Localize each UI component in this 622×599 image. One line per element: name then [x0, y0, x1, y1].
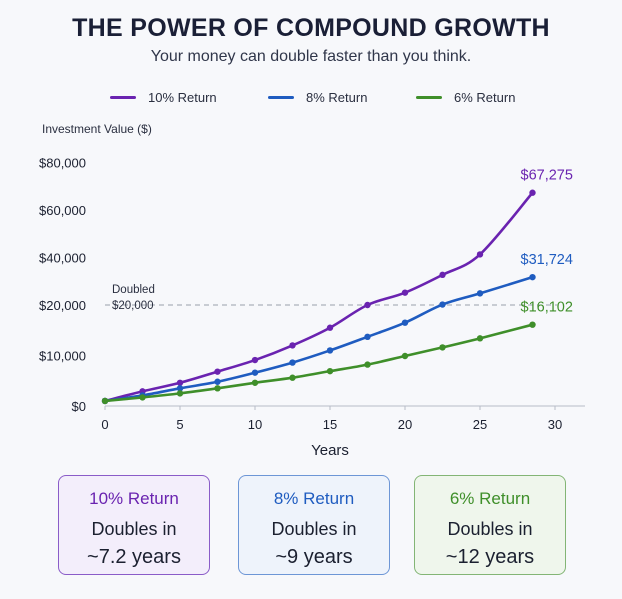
- card-title: 10% Return: [89, 489, 179, 508]
- data-point: [251, 369, 259, 376]
- legend-swatch-10: [110, 96, 136, 99]
- data-point: [139, 394, 146, 401]
- data-point: [529, 189, 536, 196]
- legend-label-10: 10% Return: [148, 90, 217, 105]
- data-point: [401, 319, 409, 326]
- data-point: [214, 385, 221, 392]
- legend-label-8: 8% Return: [306, 90, 368, 105]
- chart-title: THE POWER OF COMPOUND GROWTH: [72, 14, 550, 42]
- y-tick-label: $0: [72, 399, 86, 414]
- y-tick-label: $80,000: [39, 156, 86, 171]
- data-point: [364, 361, 371, 368]
- card-years: ~9 years: [275, 546, 353, 568]
- end-value-label: $67,275: [521, 168, 573, 184]
- x-tick-label: 15: [323, 417, 337, 432]
- card-years: ~7.2 years: [87, 546, 181, 568]
- data-point: [326, 347, 334, 354]
- x-tick-label: 0: [101, 417, 108, 432]
- y-tick-label: $10,000: [39, 349, 86, 364]
- y-axis-label: Investment Value ($): [42, 122, 152, 136]
- data-point: [289, 374, 296, 381]
- card-doubles-in: Doubles in: [271, 519, 357, 539]
- data-point: [176, 379, 184, 386]
- data-point: [529, 321, 536, 328]
- data-point: [214, 378, 221, 385]
- x-tick-label: 20: [398, 417, 412, 432]
- data-point: [251, 356, 259, 364]
- data-point: [401, 352, 409, 360]
- end-value-label: $31,724: [521, 252, 573, 268]
- legend-swatch-8: [268, 96, 294, 99]
- data-point: [214, 368, 221, 375]
- data-point: [251, 379, 259, 386]
- data-point: [176, 385, 184, 392]
- data-point: [476, 251, 484, 258]
- data-point: [476, 335, 484, 342]
- x-tick-label: 10: [248, 417, 262, 432]
- legend-item-6: 6% Return: [416, 90, 515, 105]
- y-tick-label: $40,000: [39, 251, 86, 266]
- card-6-return: 6% Return Doubles in ~12 years: [414, 475, 566, 575]
- y-tick-label: $60,000: [39, 203, 86, 218]
- chart-subtitle: Your money can double faster than you th…: [150, 48, 472, 65]
- data-point: [326, 367, 334, 375]
- data-point: [101, 397, 109, 405]
- data-point: [401, 289, 409, 296]
- card-title: 8% Return: [273, 489, 355, 508]
- x-tick-label: 25: [473, 417, 487, 432]
- legend-item-8: 8% Return: [268, 90, 367, 105]
- x-tick-label: 5: [176, 417, 183, 432]
- x-axis-label: Years: [311, 442, 349, 459]
- y-tick-label: $20,000: [39, 298, 86, 313]
- data-point: [529, 273, 536, 281]
- data-point: [476, 290, 484, 297]
- doubled-value-label: $20,000: [112, 300, 154, 312]
- data-point: [439, 271, 446, 279]
- doubled-label: Doubled: [112, 284, 155, 296]
- end-value-label: $16,102: [521, 300, 573, 316]
- legend: 10% Return 8% Return 6% Return: [0, 90, 622, 112]
- data-point: [364, 301, 371, 309]
- data-point: [326, 324, 334, 331]
- data-point: [176, 390, 184, 397]
- line-chart: Investment Value ($) $0 $10,000 $20,000 $40…: [39, 122, 585, 459]
- x-tick-label: 30: [548, 417, 562, 432]
- legend-swatch-6: [416, 96, 442, 99]
- data-point: [289, 359, 296, 366]
- data-point: [289, 342, 296, 349]
- card-years: ~12 years: [445, 546, 535, 568]
- card-doubles-in: Doubles in: [447, 519, 533, 539]
- doubling-cards: 10% Return Doubles in ~7.2 years 8% Retu…: [0, 475, 622, 580]
- series-line: [103, 275, 534, 403]
- data-point: [364, 333, 371, 341]
- legend-label-6: 6% Return: [454, 90, 516, 105]
- card-title: 6% Return: [449, 489, 531, 508]
- card-10-return: 10% Return Doubles in ~7.2 years: [58, 475, 210, 575]
- data-point: [439, 301, 446, 308]
- legend-item-10: 10% Return: [110, 90, 217, 105]
- card-8-return: 8% Return Doubles in ~9 years: [238, 475, 390, 575]
- card-doubles-in: Doubles in: [91, 519, 177, 539]
- data-point: [439, 344, 446, 351]
- chart-area: Investment Value ($) $0 $10,000 $20,000 $40…: [0, 116, 622, 466]
